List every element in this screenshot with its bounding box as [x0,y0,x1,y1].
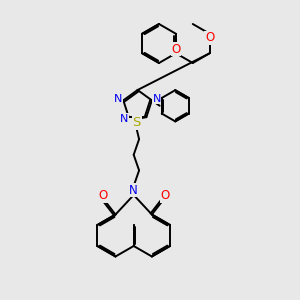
Text: S: S [133,116,141,129]
Text: N: N [152,94,161,104]
Text: O: O [160,189,170,202]
Text: O: O [205,32,214,44]
Text: N: N [120,114,128,124]
Text: N: N [114,94,123,104]
Text: O: O [171,43,181,56]
Text: O: O [98,189,107,202]
Text: N: N [129,184,138,197]
